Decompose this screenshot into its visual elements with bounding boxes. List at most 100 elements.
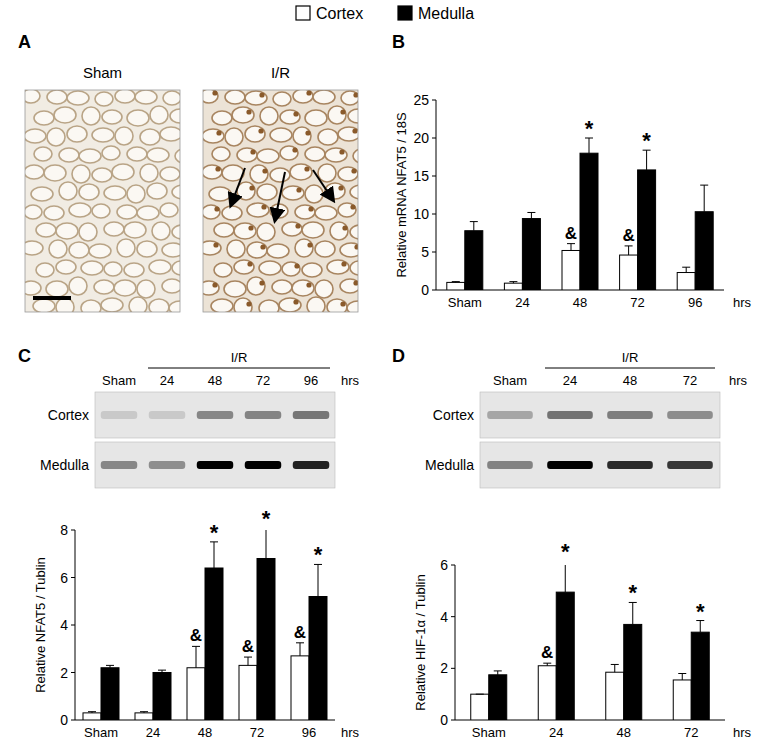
tubule [225, 128, 243, 146]
tubule [160, 167, 180, 181]
bar [291, 656, 309, 720]
panel-label: A [18, 32, 31, 52]
x-tick-label: 24 [146, 725, 160, 740]
blot-band [149, 461, 185, 469]
blot-lane-label: 72 [256, 373, 270, 388]
tubule [94, 280, 114, 294]
bar [239, 665, 257, 720]
bar [187, 668, 205, 720]
bar [83, 713, 101, 720]
blot-band [487, 411, 533, 419]
error-bar [210, 542, 218, 568]
image-frame [203, 90, 358, 312]
y-tick-label: 10 [413, 206, 429, 222]
tubule [172, 185, 180, 199]
legend: CortexMedulla [296, 5, 474, 22]
western-blot: I/RSham244872hrsCortexMedulla [425, 350, 748, 488]
blot-membrane [95, 392, 335, 438]
error-bar [262, 530, 270, 559]
blot-band [101, 411, 137, 419]
tubule [280, 146, 298, 160]
error-bar-cap [700, 185, 708, 186]
tubule [25, 241, 43, 255]
tubule [56, 298, 74, 312]
significance-mark: * [585, 116, 594, 141]
tubule [172, 225, 180, 239]
nucleus [342, 225, 347, 230]
error-bar-cap [494, 670, 502, 671]
error-bar [314, 564, 322, 596]
tubule [112, 164, 134, 180]
tubule [67, 91, 89, 105]
blot-band [547, 411, 593, 419]
tubule [25, 205, 42, 219]
tubule [81, 300, 101, 312]
error-bar-stem [565, 565, 566, 592]
tubule [350, 225, 358, 239]
nucleus [354, 244, 358, 249]
significance-mark: * [262, 506, 271, 531]
western-blot: I/RSham24487296hrsCortexMedulla [40, 350, 360, 488]
x-tick-label: 24 [549, 725, 563, 740]
tubule [222, 206, 242, 220]
tubule [149, 299, 169, 312]
y-tick-label: 0 [421, 282, 429, 298]
error-bar [88, 712, 96, 713]
y-tick [432, 290, 436, 291]
tubule [34, 111, 54, 125]
tubule [104, 262, 122, 276]
tubule [295, 239, 313, 257]
tubule [295, 205, 315, 219]
tubule [292, 280, 314, 296]
tubule [160, 127, 180, 141]
error-bar-stem [571, 244, 572, 251]
error-bar-cap [106, 665, 114, 666]
figure: CortexMedullaABCDShamI/R0510152025Relati… [0, 0, 761, 743]
x-tick-label: 48 [573, 295, 587, 310]
tubule [234, 298, 252, 312]
tubule [279, 298, 301, 312]
error-bar-stem [473, 222, 474, 231]
nucleus [214, 206, 219, 211]
error-bar [192, 646, 200, 667]
significance-mark: & [541, 643, 553, 662]
bar [522, 219, 540, 290]
y-tick [451, 720, 455, 721]
tubule [92, 168, 112, 182]
error-bar-stem [531, 212, 532, 218]
arrow [313, 170, 333, 200]
tubule [315, 206, 337, 220]
error-bar [567, 244, 575, 251]
significance-mark: * [210, 520, 219, 545]
tubule [44, 165, 66, 181]
tubule [95, 92, 113, 106]
x-tick-label: 24 [515, 295, 529, 310]
nucleus [296, 187, 301, 192]
tubule [282, 186, 304, 200]
error-bar-cap [509, 281, 517, 282]
plot-area [447, 138, 713, 290]
bar [677, 273, 695, 290]
significance-mark: & [190, 626, 202, 645]
error-bar [452, 281, 460, 283]
error-bar-cap [158, 670, 166, 671]
legend-swatch [398, 6, 412, 20]
tubule [137, 241, 157, 257]
tubule [347, 301, 358, 312]
tubule [150, 106, 168, 124]
tubule [44, 206, 64, 220]
bar [465, 231, 483, 290]
blot-membrane [95, 442, 335, 488]
tubule [140, 164, 158, 182]
tubule [327, 260, 349, 274]
tubule [56, 260, 76, 274]
tubule [101, 298, 123, 312]
plot-area [83, 530, 327, 720]
tubule [247, 277, 265, 295]
arrow [231, 168, 245, 205]
error-bar-stem [214, 542, 215, 568]
nucleus [213, 242, 218, 247]
bar [691, 632, 709, 720]
nucleus [259, 280, 264, 285]
tubule [305, 147, 325, 161]
